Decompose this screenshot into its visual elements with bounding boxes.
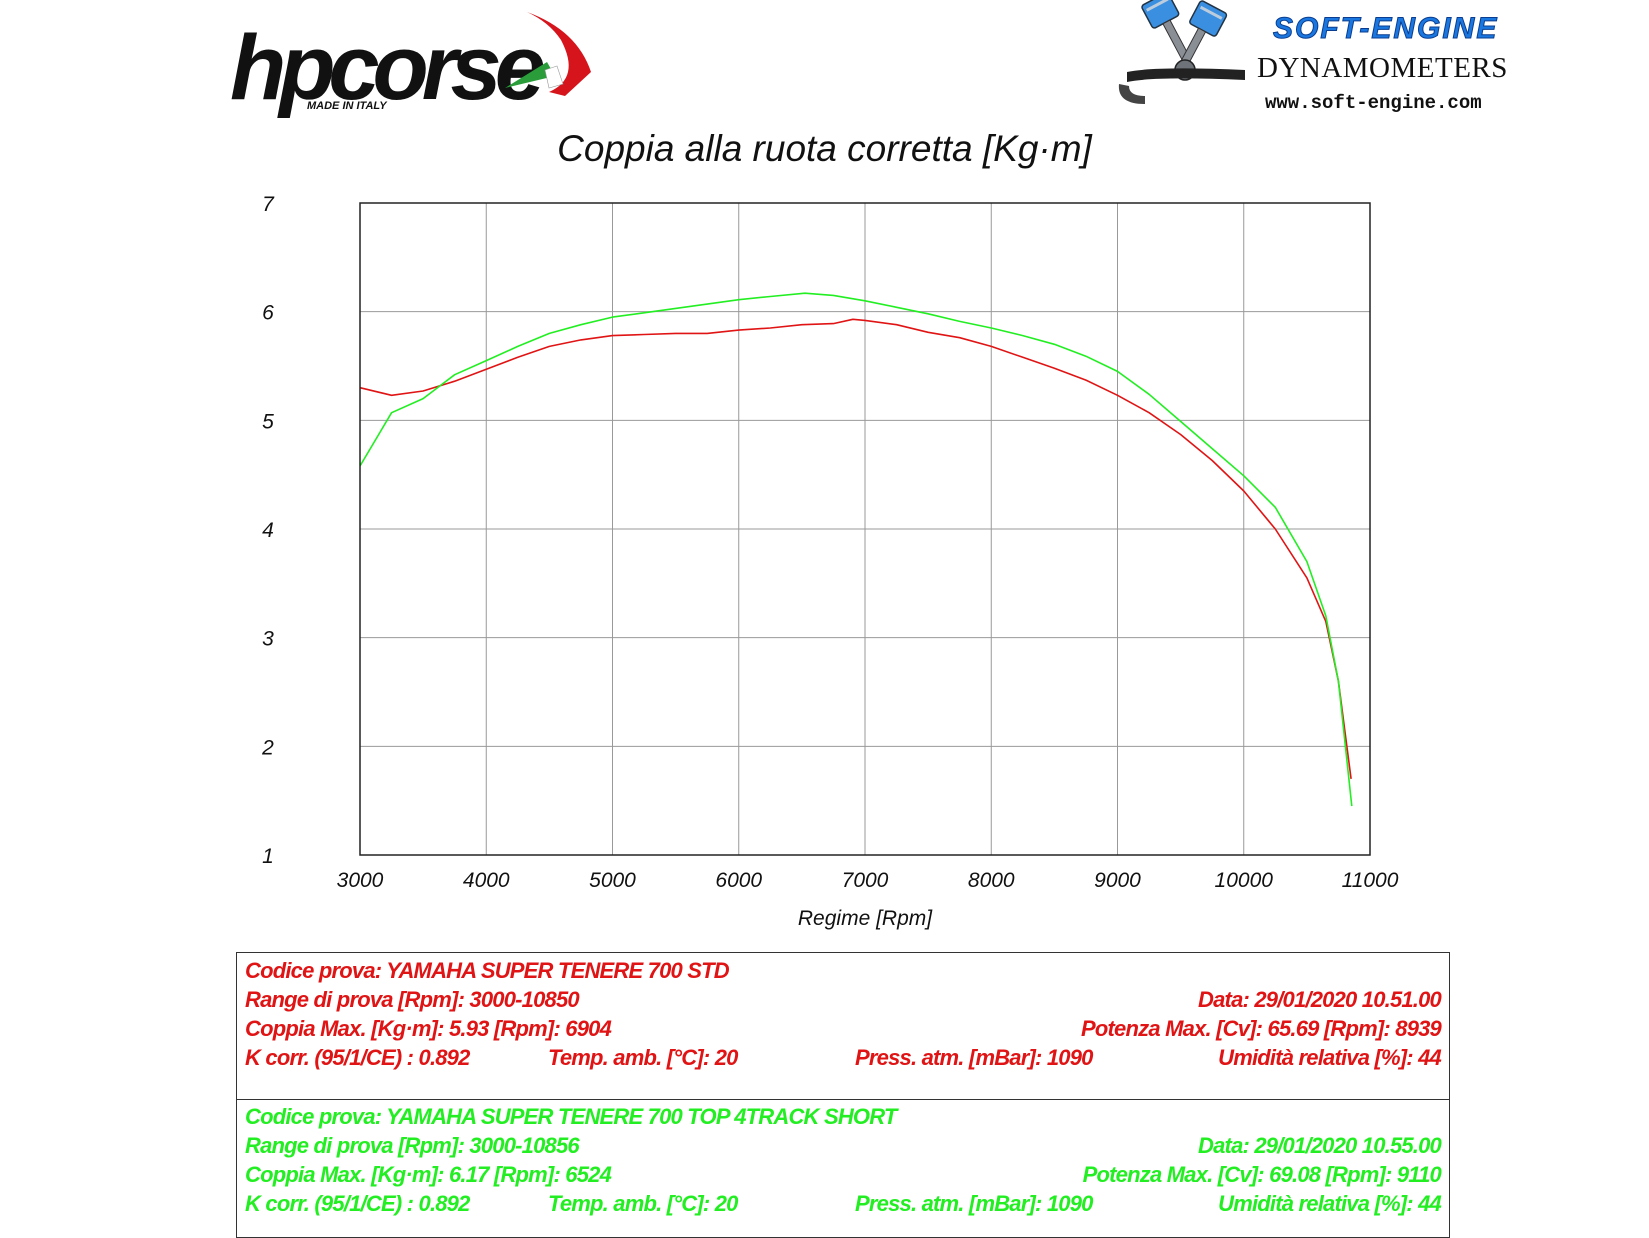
y-axis-ticks: 1 2 3 4 5 6 7	[261, 193, 275, 868]
test-torque-max: Coppia Max. [Kg·m]: 6.17 [Rpm]: 6524	[245, 1162, 612, 1187]
test-conditions-line: K corr. (95/1/CE) : 0.892 Temp. amb. [°C…	[245, 1043, 1442, 1072]
y-tick-label: 1	[262, 845, 274, 868]
y-tick-label: 3	[262, 628, 274, 651]
series-line-green	[359, 292, 1353, 807]
test-date: Data: 29/01/2020 10.55.00	[1198, 1133, 1442, 1158]
y-tick-label: 6	[262, 302, 274, 325]
test-info-box-top: Codice prova: YAMAHA SUPER TENERE 700 TO…	[236, 1099, 1450, 1238]
plot-frame	[359, 202, 1371, 856]
x-tick-label: 8000	[968, 869, 1015, 892]
test-conditions-line: K corr. (95/1/CE) : 0.892 Temp. amb. [°C…	[245, 1189, 1442, 1218]
x-tick-label: 5000	[589, 869, 636, 892]
test-power-max: Potenza Max. [Cv]: 69.08 [Rpm]: 9110	[1082, 1162, 1442, 1187]
chart-title: Coppia alla ruota corretta [Kg·m]	[557, 128, 1092, 169]
test-date: Data: 29/01/2020 10.51.00	[1198, 987, 1442, 1012]
italian-flag-swoosh-icon	[505, 12, 591, 96]
pistons-icon	[1118, 0, 1245, 104]
test-humidity: Umidità relativa [%]: 44	[1218, 1191, 1442, 1216]
x-axis-label: Regime [Rpm]	[798, 907, 933, 930]
x-tick-label: 6000	[715, 869, 762, 892]
torque-chart: 1 2 3 4 5 6 7 3000 4000 5000 6000 7000 8000 9000 1000…	[261, 193, 1399, 930]
test-torque-max: Coppia Max. [Kg·m]: 5.93 [Rpm]: 6904	[245, 1016, 612, 1041]
test-humidity: Umidità relativa [%]: 44	[1218, 1045, 1442, 1070]
test-range-line: Range di prova [Rpm]: 3000-10856 Data: 2…	[245, 1131, 1442, 1160]
hp-corse-wordmark: hpcorse	[230, 17, 546, 119]
y-tick-label: 7	[262, 193, 275, 216]
y-tick-label: 2	[261, 736, 274, 759]
test-temp: Temp. amb. [°C]: 20	[548, 1045, 738, 1070]
x-tick-label: 10000	[1215, 869, 1274, 892]
hp-corse-tagline: MADE IN ITALY	[307, 100, 387, 112]
x-tick-label: 3000	[337, 869, 384, 892]
hp-corse-logo: hpcorse MADE IN ITALY	[225, 0, 605, 125]
test-info-box-std: Codice prova: YAMAHA SUPER TENERE 700 ST…	[236, 952, 1450, 1101]
test-temp: Temp. amb. [°C]: 20	[548, 1191, 738, 1216]
test-code-line: Codice prova: YAMAHA SUPER TENERE 700 TO…	[245, 1102, 1441, 1131]
x-tick-label: 7000	[842, 869, 889, 892]
x-axis-ticks: 3000 4000 5000 6000 7000 8000 9000 10000 11000	[337, 869, 1399, 892]
soft-engine-logo: SOFT-ENGINE DYNAMOMETERS www.soft-engine…	[1115, 0, 1515, 120]
chart-series	[359, 292, 1353, 807]
x-tick-label: 11000	[1342, 869, 1399, 892]
test-press: Press. atm. [mBar]: 1090	[855, 1191, 1093, 1216]
test-range: Range di prova [Rpm]: 3000-10856	[245, 1133, 580, 1158]
test-code: Codice prova: YAMAHA SUPER TENERE 700 ST…	[245, 958, 730, 983]
y-tick-label: 5	[262, 410, 274, 433]
test-kcorr: K corr. (95/1/CE) : 0.892	[245, 1045, 470, 1070]
series-line-red	[359, 318, 1352, 780]
soft-engine-url: www.soft-engine.com	[1265, 92, 1482, 114]
test-code: Codice prova: YAMAHA SUPER TENERE 700 TO…	[245, 1104, 897, 1129]
x-tick-label: 9000	[1094, 869, 1141, 892]
test-max-line: Coppia Max. [Kg·m]: 6.17 [Rpm]: 6524 Pot…	[245, 1160, 1442, 1189]
soft-engine-title: SOFT-ENGINE	[1272, 12, 1499, 46]
test-kcorr: K corr. (95/1/CE) : 0.892	[245, 1191, 470, 1216]
test-range: Range di prova [Rpm]: 3000-10850	[245, 987, 580, 1012]
test-range-line: Range di prova [Rpm]: 3000-10850 Data: 2…	[245, 985, 1442, 1014]
test-press: Press. atm. [mBar]: 1090	[855, 1045, 1093, 1070]
x-tick-label: 4000	[463, 869, 510, 892]
y-tick-label: 4	[262, 519, 274, 542]
test-max-line: Coppia Max. [Kg·m]: 5.93 [Rpm]: 6904 Pot…	[245, 1014, 1442, 1043]
soft-engine-subtitle: DYNAMOMETERS	[1257, 52, 1508, 84]
test-code-line: Codice prova: YAMAHA SUPER TENERE 700 ST…	[245, 956, 1441, 985]
test-power-max: Potenza Max. [Cv]: 65.69 [Rpm]: 8939	[1081, 1016, 1442, 1041]
